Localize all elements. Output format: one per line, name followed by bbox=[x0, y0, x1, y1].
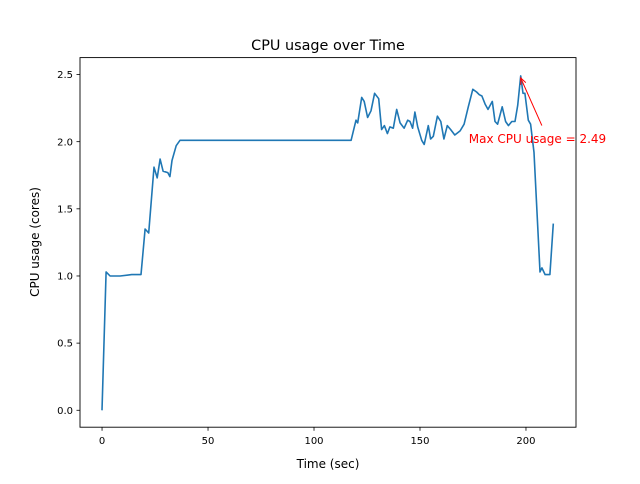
x-tick-label: 200 bbox=[516, 436, 535, 447]
y-tick-label: 1.5 bbox=[57, 204, 73, 215]
max-cpu-annotation: Max CPU usage = 2.49 bbox=[469, 132, 606, 146]
y-tick-label: 1.0 bbox=[57, 272, 73, 283]
y-tick-label: 0.5 bbox=[57, 339, 73, 350]
annotation-arrowhead-icon bbox=[520, 76, 527, 85]
annotation-arrow bbox=[520, 77, 543, 126]
series-line-cpu-usage bbox=[101, 75, 555, 411]
y-tick-label: 2.5 bbox=[57, 70, 73, 81]
y-axis-label: CPU usage (cores) bbox=[28, 187, 42, 297]
y-tick-label: 2.0 bbox=[57, 137, 73, 148]
plot-frame bbox=[79, 57, 577, 428]
x-axis-label: Time (sec) bbox=[296, 457, 360, 471]
x-tick-label: 100 bbox=[304, 436, 323, 447]
x-tick-label: 0 bbox=[99, 436, 105, 447]
y-tick-label: 0.0 bbox=[57, 406, 73, 417]
x-tick-label: 150 bbox=[410, 436, 429, 447]
chart-title: CPU usage over Time bbox=[251, 38, 405, 54]
x-tick-label: 50 bbox=[202, 436, 215, 447]
